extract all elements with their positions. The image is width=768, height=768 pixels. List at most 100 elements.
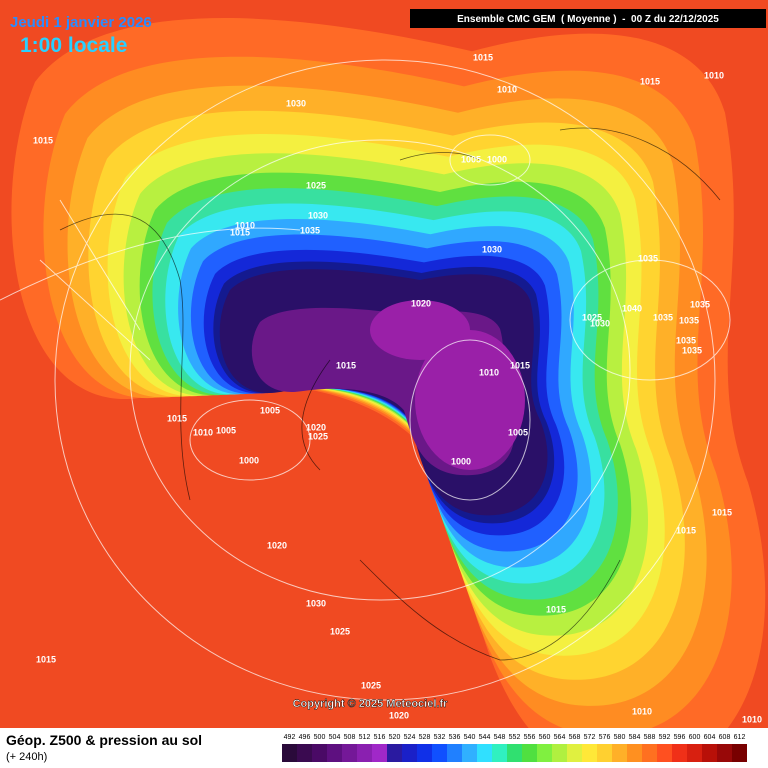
legend-tick-label: 576: [599, 734, 611, 741]
isobar-label: 1030: [306, 598, 326, 608]
legend-tick-label: 604: [704, 734, 716, 741]
date: Jeudi 1 janvier 2026: [10, 14, 152, 31]
legend-tick-label: 572: [584, 734, 596, 741]
legend-swatch: [687, 744, 702, 762]
local-time: 1:00 locale: [20, 34, 127, 57]
legend-swatch: [567, 744, 582, 762]
footer: Géop. Z500 & pression au sol (+ 240h) 49…: [0, 728, 768, 768]
isobar-label: 1035: [690, 299, 710, 309]
isobar-label: 1010: [742, 714, 762, 724]
legend-tick-label: 544: [479, 734, 491, 741]
isobar-label: 1000: [451, 456, 471, 466]
isobar-label: 1020: [267, 540, 287, 550]
legend-swatch: [432, 744, 447, 762]
legend-swatch: [297, 744, 312, 762]
isobar-label: 1025: [308, 431, 328, 441]
isobar-label: 1015: [473, 52, 493, 62]
isobar-label: 1015: [36, 654, 56, 664]
legend-swatch: [537, 744, 552, 762]
legend-tick-label: 496: [299, 734, 311, 741]
legend-tick-label: 508: [344, 734, 356, 741]
isobar-label: 1015: [510, 360, 530, 370]
legend-swatch: [612, 744, 627, 762]
legend-tick-label: 520: [389, 734, 401, 741]
legend-tick-label: 512: [359, 734, 371, 741]
run-info: Ensemble CMC GEM ( Moyenne ) - 00 Z du 2…: [457, 14, 719, 25]
legend-tick-label: 500: [314, 734, 326, 741]
isobar-label: 1010: [193, 427, 213, 437]
isobar-label: 1015: [336, 360, 356, 370]
legend-swatch: [732, 744, 747, 762]
contour-band: [415, 330, 525, 470]
isobar-label: 1005: [508, 427, 528, 437]
legend-tick-label: 564: [554, 734, 566, 741]
legend-swatch: [282, 744, 297, 762]
isobar-label: 1035: [300, 225, 320, 235]
legend-swatch: [402, 744, 417, 762]
legend-tick-label: 592: [659, 734, 671, 741]
isobar-label: 1020: [389, 710, 409, 720]
isobar-label: 1015: [546, 604, 566, 614]
legend-tick-label: 536: [449, 734, 461, 741]
legend-swatch: [507, 744, 522, 762]
legend-swatch: [717, 744, 732, 762]
legend-tick-label: 516: [374, 734, 386, 741]
legend-tick-label: 492: [284, 734, 296, 741]
isobar-label: 1020: [306, 422, 326, 432]
isobar-label: 1035: [679, 315, 699, 325]
isobar-label: 1010: [704, 70, 724, 80]
legend-tick-label: 552: [509, 734, 521, 741]
legend-swatch: [672, 744, 687, 762]
legend-swatch: [552, 744, 567, 762]
isobar-label: 1025: [330, 626, 350, 636]
isobar-label: 1030: [286, 98, 306, 108]
color-scale: 492 496 500 504 508 512 516 520 524 528 532 536 540 5…: [282, 734, 747, 762]
isobar-label: 1035: [653, 312, 673, 322]
contour-band: [370, 300, 470, 360]
legend-tick-label: 612: [734, 734, 746, 741]
legend-swatch: [357, 744, 372, 762]
legend-tick-label: 600: [689, 734, 701, 741]
legend-swatch: [462, 744, 477, 762]
copyright: Copyright © 2025 Meteociel.fr: [293, 698, 449, 710]
legend-swatch: [657, 744, 672, 762]
legend-swatch: [597, 744, 612, 762]
legend-swatch: [312, 744, 327, 762]
legend-swatch: [642, 744, 657, 762]
isobar-label: 1030: [482, 244, 502, 254]
isobar-label: 1035: [638, 253, 658, 263]
legend-tick-label: 580: [614, 734, 626, 741]
legend-tick-label: 504: [329, 734, 341, 741]
legend-tick-label: 532: [434, 734, 446, 741]
isobar-label: 1010: [235, 220, 255, 230]
legend-tick-label: 596: [674, 734, 686, 741]
isobar-label: 1025: [361, 680, 381, 690]
legend-swatch: [327, 744, 342, 762]
legend-tick-label: 524: [404, 734, 416, 741]
legend-tick-label: 548: [494, 734, 506, 741]
legend-tick-label: 588: [644, 734, 656, 741]
isobar-label: 1005: [260, 405, 280, 415]
legend-swatch: [477, 744, 492, 762]
isobar-label: 1000: [487, 154, 507, 164]
footer-title: Géop. Z500 & pression au sol: [6, 732, 203, 748]
legend-tick-label: 560: [539, 734, 551, 741]
isobar-label: 1010: [632, 706, 652, 716]
isobar-label: 1015: [167, 413, 187, 423]
isobar-label: 1025: [306, 180, 326, 190]
isobar-lines: [0, 59, 731, 701]
contour-fill: [11, 18, 766, 728]
legend-swatch: [417, 744, 432, 762]
legend-tick-label: 556: [524, 734, 536, 741]
isobar-label: 1015: [230, 227, 250, 237]
legend-swatch: [702, 744, 717, 762]
legend-tick-label: 568: [569, 734, 581, 741]
legend-swatch: [492, 744, 507, 762]
run-box: [410, 9, 766, 28]
legend-swatch: [627, 744, 642, 762]
isobar-label: 1005: [216, 425, 236, 435]
isobar-label: 1035: [682, 345, 702, 355]
isobar-label: 1015: [712, 507, 732, 517]
